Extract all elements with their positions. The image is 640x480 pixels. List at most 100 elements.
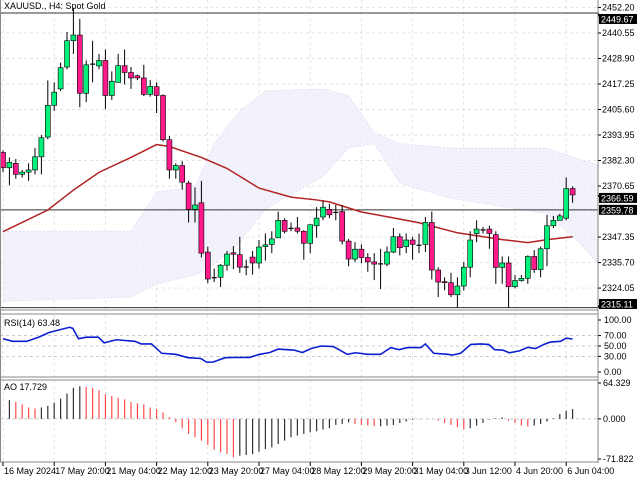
time-tick-label: 23 May 20:00 [209,466,264,476]
ao-tick-label: 64.329 [603,378,631,388]
candle [96,53,102,70]
candle [256,240,262,269]
candle-body [339,211,346,242]
candle [448,272,454,297]
candle [486,225,493,249]
candle [320,200,326,221]
candle [307,224,314,254]
time-tick-label: 22 May 12:00 [158,466,213,476]
rsi-tick-label: 100.00 [604,315,632,325]
candle-body [435,269,442,283]
candle-body [384,251,390,265]
candle-body [237,254,243,268]
candle-body [102,60,109,96]
candle [25,163,32,181]
candle [505,256,512,308]
candle-body [486,228,493,234]
candle [51,82,58,111]
price-tag-label: 2449.67 [601,14,634,24]
candle-body [512,280,518,287]
candle [262,233,269,261]
candle-body [121,65,128,73]
price-tick-label: 2393.95 [602,130,635,140]
candle-body [96,60,102,67]
price-tick-label: 2452.20 [602,2,635,12]
candle-body [147,85,153,95]
candle [57,62,64,92]
candle [217,264,224,288]
axes: 2452.20 2440.55 2428.90 2417.25 2405.60 2393.… [2,2,637,476]
time-tick-label: 6 Jun 04:00 [567,466,614,476]
candle-body [396,236,403,248]
candle [480,226,486,234]
candle-body [441,281,448,284]
price-tag-bg [599,13,637,24]
candle [358,244,365,264]
candle [281,218,288,234]
candle-body [505,262,512,287]
time-tick-label: 31 May 04:00 [414,466,469,476]
candle-body [409,239,416,245]
candle-body [224,253,230,266]
candle [160,94,166,142]
candle-body [64,40,70,68]
candle-body [467,239,474,268]
candle [19,169,26,178]
candle-body [230,252,237,255]
candle-body [115,65,121,83]
candle [211,268,217,283]
candle-body [173,165,179,171]
candle-body [128,72,134,79]
candle-body [320,206,326,218]
candle-body [556,215,563,221]
candle-body [550,220,557,227]
candle [237,236,243,273]
candle [44,80,51,140]
candle-body [185,182,192,210]
candle-body [524,256,531,279]
candle [409,236,416,260]
price-tick-label: 2324.05 [602,283,635,293]
candle [243,259,249,276]
candle-body [109,80,115,96]
time-tick-label: 28 May 12:00 [311,466,366,476]
candle [550,215,557,228]
rsi-line [2,326,573,363]
price-tag-bg [599,192,637,203]
candle [499,256,506,284]
candle [326,203,333,219]
candle-body [300,230,307,244]
candle-body [326,209,333,216]
candle [249,250,256,275]
candle [313,207,320,238]
candle [422,217,429,253]
horizontal-levels[interactable] [0,12,598,309]
candle [102,49,109,110]
candle-body [192,204,198,210]
candle [454,277,461,308]
chart-title: XAUUSD., H4: Spot Gold [4,1,106,11]
price-tag-bg [599,299,637,309]
candle-body [294,227,301,232]
candle-body [217,264,224,278]
price-tick-label: 2347.35 [602,232,635,242]
candle [531,250,538,273]
candle-body [371,261,378,265]
price-tick-label: 2335.70 [602,258,635,268]
candle-body [13,163,19,175]
candle [275,211,282,239]
price-tick-label: 2440.55 [602,28,635,38]
candle [77,18,83,108]
candle [512,275,518,289]
candle [518,275,525,282]
candle-body [403,239,410,247]
rsi-tick-label: 0.00 [604,367,622,377]
candle-body [32,156,38,171]
candle-body [390,236,397,253]
candle [396,233,403,256]
candle-body [537,248,544,270]
candle-body [44,105,51,138]
candle-body [460,266,467,287]
price-tick-label: 2370.65 [602,181,635,191]
